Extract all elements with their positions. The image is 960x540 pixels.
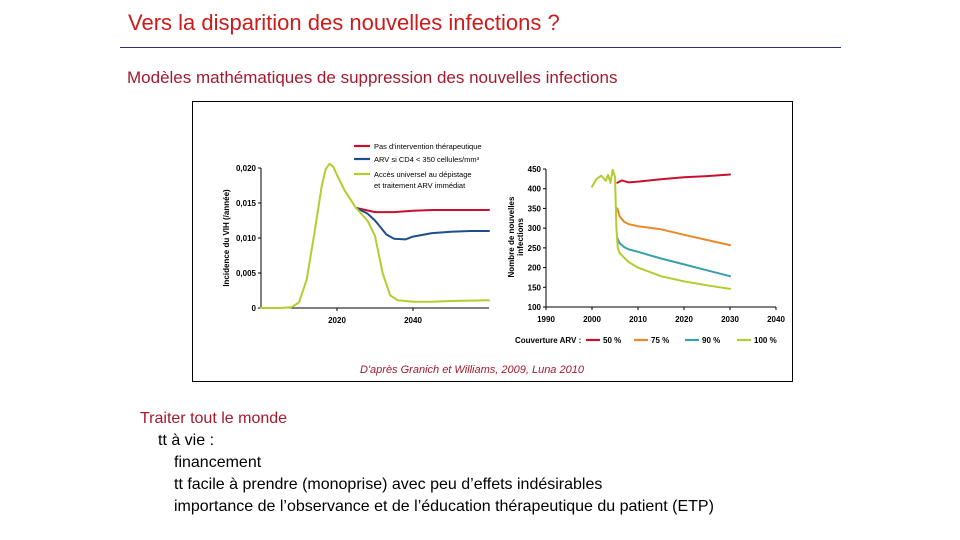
x-tick-label: 2040: [404, 316, 422, 325]
bullet-level3-item: importance de l’observance et de l’éduca…: [174, 498, 714, 515]
y-tick-label: 450: [528, 165, 542, 174]
legend-title: Couverture ARV :: [515, 336, 581, 345]
slide-subtitle: Modèles mathématiques de suppression des…: [127, 68, 618, 87]
x-tick-label: 2010: [629, 315, 647, 324]
legend-label: Accès universel au dépistage: [374, 170, 472, 179]
series-line: [355, 206, 490, 241]
y-tick-label: 150: [528, 283, 542, 292]
title-divider: [120, 47, 841, 48]
figure-credit: D'après Granich et Williams, 2009, Luna …: [360, 364, 584, 376]
legend-label: 75 %: [651, 336, 669, 345]
bullet-list: Traiter tout le monde tt à vie : finance…: [140, 408, 714, 518]
legend-label: 100 %: [754, 336, 777, 345]
bullet-level3-item: financement: [174, 454, 262, 471]
legend-label: Pas d’intervention thérapeutique: [374, 142, 482, 151]
figure-charts: 0 0,005 0,010 0,015 0,020 2020 2040 Incidence d…: [222, 142, 785, 345]
x-tick-label: 2040: [767, 315, 785, 324]
bullet-level2: tt à vie :: [158, 432, 215, 449]
y-axis-label: Incidence du VIH (/année): [222, 189, 231, 287]
y-tick-label: 0,010: [236, 234, 257, 243]
legend-label: 50 %: [603, 336, 621, 345]
bullet-level1: Traiter tout le monde: [140, 410, 288, 427]
bullet-level3-item: tt facile à prendre (monoprise) avec peu…: [174, 476, 603, 493]
y-axis-label: Nombre de nouvelles: [507, 196, 516, 277]
x-tick-label: 2020: [675, 315, 693, 324]
legend-label: 90 %: [702, 336, 720, 345]
y-tick-label: 0,015: [236, 199, 257, 208]
y-tick-label: 400: [528, 185, 542, 194]
x-tick-label: 1990: [537, 315, 555, 324]
y-tick-label: 0,005: [236, 269, 257, 278]
series-line: [616, 173, 731, 184]
series-line: [591, 168, 731, 290]
slide-title: Vers la disparition des nouvelles infect…: [128, 10, 560, 35]
x-tick-label: 2020: [328, 316, 346, 325]
figure-frame: 0 0,005 0,010 0,015 0,020 2020 2040 Incidence d…: [192, 101, 793, 382]
x-tick-label: 2030: [721, 315, 739, 324]
y-tick-label: 0: [252, 304, 257, 313]
y-tick-label: 100: [528, 303, 542, 312]
series-line: [260, 162, 490, 309]
y-tick-label: 300: [528, 224, 542, 233]
y-axis-label: infections: [516, 218, 525, 256]
legend-label: ARV si CD4 < 350 cellules/mm³: [374, 155, 480, 164]
legend-label: et traitement ARV immédiat: [374, 181, 466, 190]
y-tick-label: 200: [528, 264, 542, 273]
series-line: [355, 206, 490, 214]
x-tick-label: 2000: [583, 315, 601, 324]
series-line: [616, 237, 731, 278]
series-line: [616, 207, 731, 247]
y-tick-label: 250: [528, 244, 542, 253]
y-tick-label: 0,020: [236, 164, 257, 173]
y-tick-label: 350: [528, 204, 542, 213]
